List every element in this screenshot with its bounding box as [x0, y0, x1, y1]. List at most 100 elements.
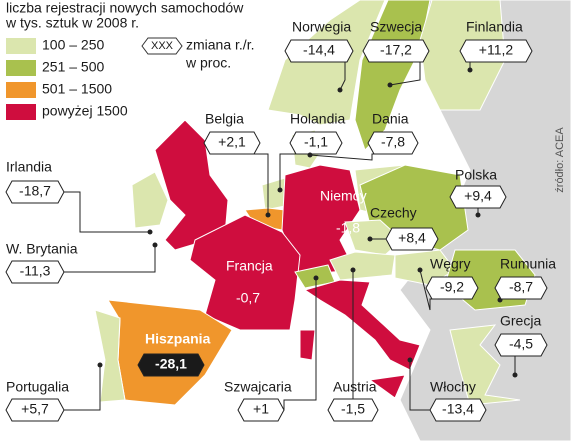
pin-dot — [350, 267, 356, 273]
pin-dot — [407, 357, 413, 363]
pin-dot — [467, 67, 473, 73]
country-name: Dania — [372, 111, 409, 127]
value-box — [459, 39, 533, 63]
key-text: zmiana r./r. — [186, 37, 254, 53]
country-name: Rumunia — [500, 256, 556, 272]
pin-dot — [265, 212, 271, 218]
pin-dot — [387, 82, 393, 88]
country-name: Irlandia — [6, 159, 52, 175]
pin-dot — [97, 362, 103, 368]
country-value: +11,2 — [479, 42, 514, 58]
key-text: w proc. — [185, 55, 231, 71]
country-name: W. Brytania — [6, 241, 78, 257]
country-name: Norwegia — [292, 19, 351, 35]
legend-item: 100 – 250 — [42, 37, 104, 53]
value-box — [429, 398, 487, 422]
country-name: Czechy — [370, 205, 417, 221]
pin-dot — [307, 152, 313, 158]
country-value: -7,8 — [381, 134, 405, 150]
ireland — [131, 171, 169, 229]
country-value: -11,3 — [20, 263, 51, 279]
country-name: Portugalia — [6, 379, 69, 395]
country-value: -18,7 — [19, 183, 51, 199]
country-value: +1 — [253, 401, 269, 417]
value-box — [425, 276, 479, 300]
legend-item: 251 – 500 — [42, 59, 104, 75]
country-value: -1,5 — [341, 401, 365, 417]
country-name: Grecja — [500, 313, 541, 329]
legend-item: powyżej 1500 — [42, 103, 128, 119]
value-box — [494, 333, 548, 357]
country-value: +9,4 — [464, 188, 492, 204]
source: źródło: ACEA — [554, 127, 566, 193]
country-value: +8,4 — [398, 230, 426, 246]
value-box — [385, 227, 439, 251]
pin-dot — [417, 267, 423, 273]
value-box — [5, 398, 65, 422]
country-value: -1,8 — [336, 220, 360, 236]
value-box — [203, 131, 261, 155]
country-name: Belgia — [205, 111, 244, 127]
pin-line — [309, 153, 393, 161]
legend-swatch — [6, 38, 36, 54]
value-box — [362, 39, 430, 63]
pin-dot — [147, 229, 153, 235]
country-name: Finlandia — [466, 19, 523, 35]
country-name: Szwajcaria — [224, 379, 292, 395]
country-name: Szwecja — [370, 19, 422, 35]
greece — [449, 324, 521, 406]
legend-title: w tys. sztuk w 2008 r. — [5, 15, 139, 31]
key-sample: XXX — [151, 40, 174, 52]
country-value: -4,5 — [509, 336, 533, 352]
france — [189, 214, 301, 331]
pin-dot — [367, 236, 373, 242]
legend-swatch — [6, 82, 36, 98]
country-value: -28,1 — [155, 356, 187, 372]
country-name: Austria — [333, 379, 377, 395]
pin-dot — [152, 242, 158, 248]
country-value: -9,2 — [440, 279, 464, 295]
country-name: Hiszpania — [145, 331, 211, 347]
country-value: -14,4 — [303, 42, 335, 58]
country-value: -0,7 — [236, 290, 260, 306]
country-labels: Norwegia -14,4 Szwecja -17,2 Finlandia +11,2 B… — [5, 19, 556, 422]
value-box — [289, 131, 343, 155]
austria — [329, 251, 396, 281]
country-value: +2,1 — [218, 134, 246, 150]
value-box — [367, 131, 419, 155]
country-name: Włochy — [430, 379, 476, 395]
map-shapes — [94, 0, 571, 441]
country-name: Francja — [226, 258, 273, 274]
legend-swatch — [6, 60, 36, 76]
country-value: -17,2 — [380, 42, 412, 58]
pin-dot — [475, 212, 481, 218]
country-name: Niemcy — [320, 188, 367, 204]
portugal — [94, 309, 126, 403]
value-box — [327, 398, 379, 422]
pin-dot — [337, 87, 343, 93]
country-value: -13,4 — [442, 401, 474, 417]
country-name: Holandia — [290, 111, 345, 127]
legend-item: 501 – 1500 — [42, 81, 112, 97]
value-box — [237, 398, 285, 422]
key-box — [141, 37, 183, 55]
pin-dot — [512, 372, 518, 378]
pin-dot — [277, 187, 283, 193]
value-box — [137, 353, 205, 377]
value-box — [449, 185, 507, 209]
country-name: Polska — [455, 167, 497, 183]
italy — [299, 279, 421, 399]
pin-dot — [313, 275, 319, 281]
country-value: +5,7 — [21, 401, 49, 417]
legend-swatch — [6, 104, 36, 120]
value-box — [5, 180, 65, 204]
country-value: -1,1 — [304, 134, 328, 150]
country-name: Węgry — [430, 256, 470, 272]
country-value: -8,7 — [509, 279, 533, 295]
value-box — [5, 260, 65, 284]
legend-title: liczba rejestracji nowych samochodów — [6, 0, 244, 16]
value-box — [284, 39, 354, 63]
value-box — [494, 276, 548, 300]
